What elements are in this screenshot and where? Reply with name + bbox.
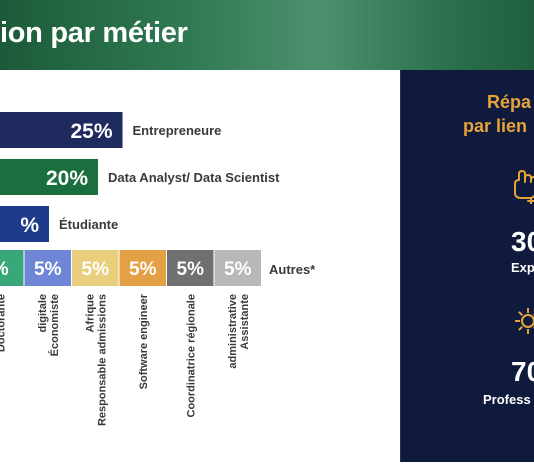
segment-value-responsable-admissions-afrique: 5% [82, 259, 110, 280]
stat-label-2: Profess [483, 392, 531, 407]
page-title: ion par métier [0, 17, 188, 49]
hand-icon [514, 170, 534, 204]
segment-responsable-admissions-afrique [72, 250, 119, 286]
stat-label-1: Exp [511, 260, 534, 275]
header-banner: ion par métier [0, 0, 534, 70]
segment-label-responsable-admissions-afrique-line2: Afrique [84, 294, 96, 333]
job-distribution-chart: 25% Entrepreneure 20% Data Analyst/ Data Sc… [0, 112, 316, 426]
segment-label-economiste-digitale-line2: digitale [37, 294, 49, 333]
segment-economiste-digitale [24, 250, 71, 286]
data-label-etudiante: % [20, 214, 39, 237]
bar-etudiante [0, 206, 49, 242]
stat-value-1: 30 [511, 226, 534, 257]
bar-entrepreneure [0, 112, 123, 148]
segment-value-software-engineer: 5% [129, 259, 157, 280]
category-label-entrepreneure: Entrepreneure [133, 123, 222, 138]
segment-software-engineer [119, 250, 166, 286]
category-label-autres: Autres* [269, 262, 316, 277]
segment-label-assistante-administrative-line2: administrative [227, 294, 239, 369]
segment-value-doctorante: % [0, 259, 9, 280]
side-title-line2: par lien [463, 116, 528, 136]
segment-assistante-administrative [214, 250, 261, 286]
segment-label-responsable-admissions-afrique-line1: Responsable admissions [96, 294, 108, 426]
data-label-entrepreneure: 25% [70, 120, 112, 143]
side-title-line1: Répa [487, 92, 532, 112]
segment-label-software-engineer: Software engineer [138, 293, 150, 389]
segment-doctorante [0, 250, 24, 286]
segment-label-assistante-administrative-line1: Assistante [239, 294, 251, 350]
category-label-data-analyst-data-scientist: Data Analyst/ Data Scientist [108, 170, 280, 185]
chart-area: 25% Entrepreneure 20% Data Analyst/ Data Sc… [0, 70, 400, 462]
stat-value-2: 70 [511, 356, 534, 387]
gear-icon [515, 308, 534, 334]
segment-value-coordinatrice-regionale: 5% [177, 259, 205, 280]
segment-coordinatrice-regionale [167, 250, 214, 286]
data-label-data-analyst-data-scientist: 20% [46, 167, 88, 190]
side-panel: Répa par lien 30 Exp 70 Profess [400, 70, 534, 462]
segment-value-economiste-digitale: 5% [34, 259, 62, 280]
category-label-etudiante: Étudiante [59, 217, 118, 232]
segment-label-economiste-digitale-line1: Économiste [48, 294, 61, 356]
segment-label-doctorante: Doctorante [0, 294, 7, 352]
bar-data-analyst-data-scientist [0, 159, 98, 195]
segment-value-assistante-administrative: 5% [224, 259, 252, 280]
segment-label-coordinatrice-regionale: Coordinatrice régionale [185, 294, 197, 417]
